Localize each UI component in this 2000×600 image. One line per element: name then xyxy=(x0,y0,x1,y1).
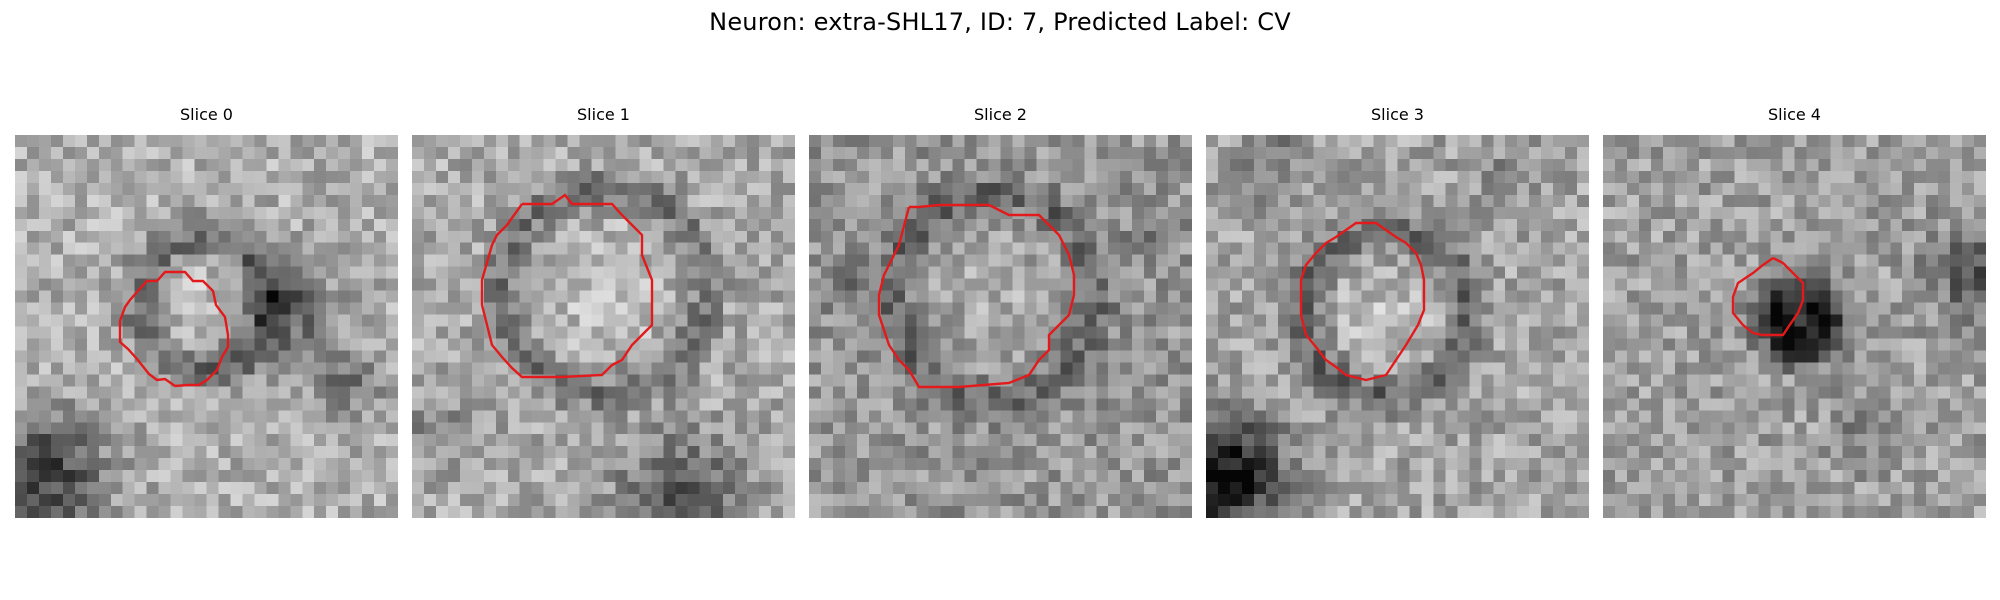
neuron-contour xyxy=(1731,256,1805,337)
grayscale-patch xyxy=(809,135,1192,518)
slice-title: Slice 3 xyxy=(1371,105,1424,124)
grayscale-patch xyxy=(1206,135,1589,518)
neuron-contour xyxy=(480,193,654,379)
slice-title: Slice 0 xyxy=(180,105,233,124)
figure-title: Neuron: extra-SHL17, ID: 7, Predicted La… xyxy=(709,8,1291,36)
slice-title: Slice 1 xyxy=(577,105,630,124)
slice-image xyxy=(15,135,398,518)
slice-title: Slice 4 xyxy=(1768,105,1821,124)
slice-image xyxy=(1206,135,1589,518)
grayscale-patch xyxy=(15,135,398,518)
slice-image xyxy=(1603,135,1986,518)
neuron-contour xyxy=(1299,221,1426,382)
slice-image xyxy=(412,135,795,518)
neuron-contour xyxy=(118,270,230,388)
neuron-contour xyxy=(877,203,1076,389)
grayscale-patch xyxy=(1603,135,1986,518)
grayscale-patch xyxy=(412,135,795,518)
slice-image xyxy=(809,135,1192,518)
slice-title: Slice 2 xyxy=(974,105,1027,124)
